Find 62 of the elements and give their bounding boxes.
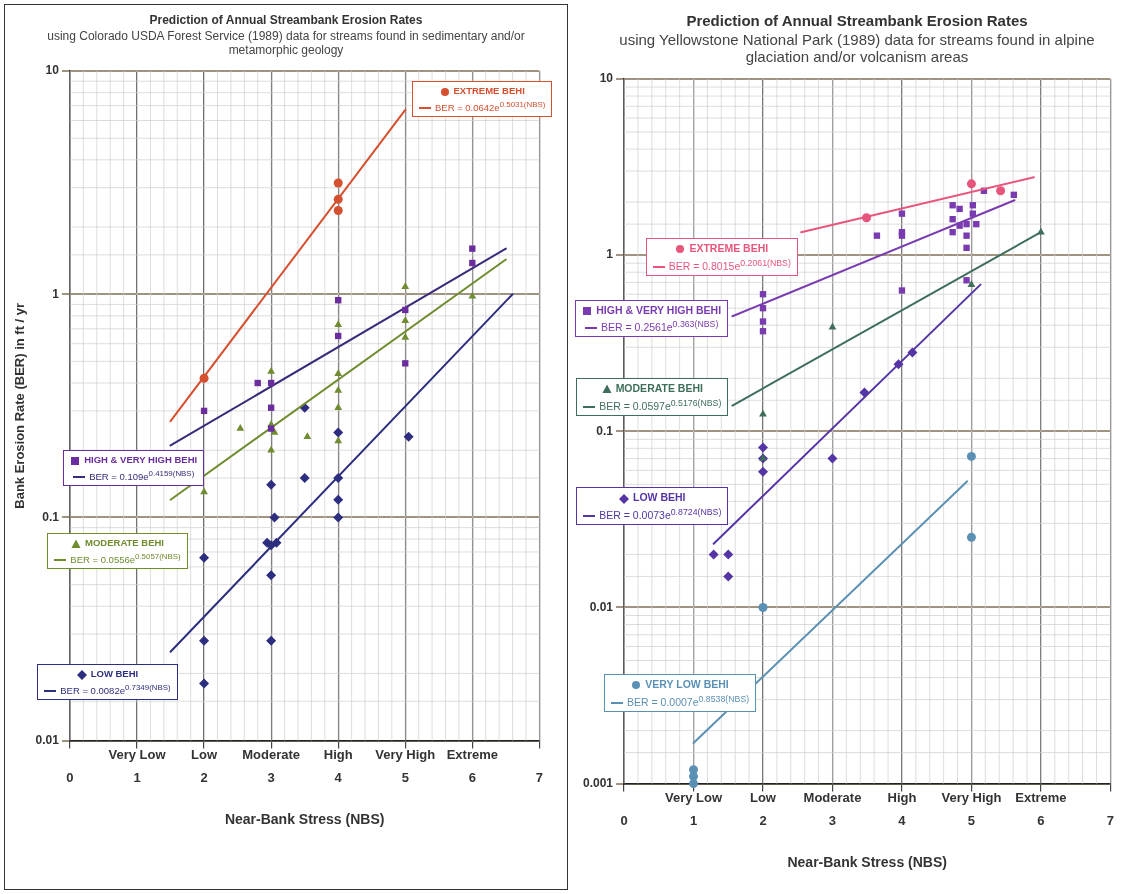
text: Very High	[941, 789, 1002, 805]
y-tick-label: 0.1	[42, 509, 60, 524]
text: Low	[749, 789, 777, 805]
y-tick-label: 10	[599, 71, 614, 86]
legend-label: BER = 0.0642e$^{0.5031(NBS)}$	[434, 99, 546, 113]
legend-label: BER = 0.0082e$^{0.7349(NBS)}$	[60, 682, 171, 696]
legend-label: LOW BEHI	[90, 668, 139, 680]
legend-label: HIGH & VERY HIGH BEHI	[596, 303, 722, 316]
y-tick-label: 0.1	[596, 423, 614, 438]
x-tick-label: 0	[620, 812, 628, 828]
x-tick-label: 5	[401, 769, 409, 785]
x-tick-label: 1	[689, 812, 698, 828]
legend-label: BER = 0.2561e$^{0.363(NBS)}$	[601, 318, 719, 334]
legend-label: MODERATE BEHI	[85, 537, 165, 549]
text: High	[887, 789, 917, 805]
x-axis-title: Near-Bank Stress (NBS)	[787, 854, 947, 871]
x-tick-label: 4	[898, 812, 907, 828]
x-tick-label: 2	[200, 769, 208, 785]
text: Moderate	[242, 746, 301, 762]
text: Very High	[375, 746, 436, 762]
x-tick-label: 6	[1037, 812, 1045, 828]
text: High	[323, 746, 353, 762]
chart-title: Prediction of Annual Streambank Erosion Rates	[685, 12, 1029, 29]
legend-label: EXTREME BEHI	[453, 85, 525, 97]
x-tick-label: 3	[828, 812, 837, 828]
legend-label: BER = 0.109e$^{0.4159(NBS)}$	[89, 468, 195, 482]
x-tick-label: 2	[759, 812, 767, 828]
x-tick-label: 7	[535, 769, 543, 785]
x-tick-label: 3	[267, 769, 275, 785]
text: Very Low	[108, 746, 167, 762]
y-tick-label: 0.01	[589, 599, 614, 614]
legend-label: MODERATE BEHI	[615, 382, 703, 395]
chart-subtitle: using Yellowstone National Park (1989) data for streams found in alpine glaciation and/or volcanism areas	[618, 31, 1096, 65]
legend-label: BER = 0.0597e$^{0.5176(NBS)}$	[599, 397, 722, 412]
x-tick-label: 7	[1106, 812, 1114, 828]
legend-label: HIGH & VERY HIGH BEHI	[84, 454, 198, 466]
chart-subtitle: using Colorado USDA Forest Service (1989) data for streams found in sedimentary and/or metamorphic geology	[46, 29, 526, 57]
text: Moderate	[803, 789, 862, 805]
y-tick-label: 10	[45, 63, 60, 78]
y-tick-label: 0.001	[583, 775, 614, 790]
text: Extreme	[1015, 789, 1067, 805]
y-tick-label: 1	[606, 247, 614, 262]
legend-label: LOW BEHI	[633, 491, 686, 504]
x-tick-label: 6	[468, 769, 476, 785]
x-tick-label: 0	[66, 769, 74, 785]
y-tick-label: 1	[52, 286, 60, 301]
chart-title: Prediction of Annual Streambank Erosion Rates	[148, 13, 424, 27]
y-axis-title: Bank Erosion Rate (BER) in ft / yr	[12, 302, 28, 509]
text: Extreme	[446, 746, 498, 762]
legend-label: EXTREME BEHI	[689, 242, 769, 255]
x-axis-title: Near-Bank Stress (NBS)	[224, 811, 385, 828]
legend-label: BER = 0.0073e$^{0.8724(NBS)}$	[599, 506, 722, 522]
text: Very Low	[664, 789, 723, 805]
x-tick-label: 1	[133, 769, 141, 785]
series-label: BER = 0.0007e$^{0.8538(NBS)}$	[627, 693, 750, 708]
text: Low	[191, 746, 218, 762]
legend-label: VERY LOW BEHI	[645, 677, 729, 690]
legend-label: BER = 0.8015e$^{0.2061(NBS)}$	[668, 257, 791, 272]
legend-label: BER = 0.0556e$^{0.5057(NBS)}$	[70, 551, 181, 565]
y-tick-label: 0.01	[35, 732, 60, 747]
x-tick-label: 4	[334, 769, 343, 785]
x-tick-label: 5	[967, 812, 976, 828]
